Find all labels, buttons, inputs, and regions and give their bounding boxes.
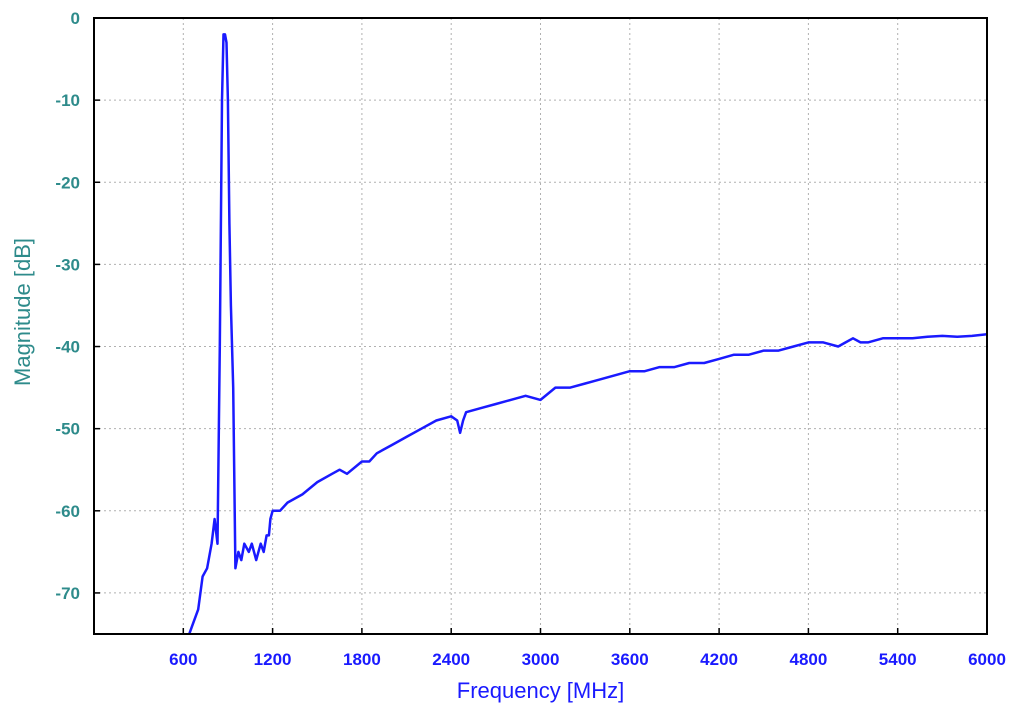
- grid-lines: [94, 18, 987, 634]
- x-tick-label: 1200: [254, 650, 292, 669]
- y-axis-ticks: 0 -10 -20 -30 -40 -50 -60 -70: [55, 9, 100, 603]
- x-tick-label: 1800: [343, 650, 381, 669]
- x-tick-label: 4200: [700, 650, 738, 669]
- x-tick-label: 4800: [789, 650, 827, 669]
- x-tick-label: 6000: [968, 650, 1006, 669]
- series-group: [187, 33, 987, 634]
- y-tick-label: 0: [71, 9, 80, 28]
- y-tick-label: -10: [55, 91, 80, 110]
- x-axis-ticks: 600 1200 1800 2400 3000 3600 4200 4800 5400 6000: [169, 628, 1006, 669]
- y-tick-label: -40: [55, 338, 80, 357]
- y-tick-label: -30: [55, 255, 80, 274]
- y-tick-label: -50: [55, 420, 80, 439]
- x-tick-label: 3000: [522, 650, 560, 669]
- x-tick-label: 5400: [879, 650, 917, 669]
- x-tick-label: 600: [169, 650, 197, 669]
- x-tick-label: 3600: [611, 650, 649, 669]
- y-axis-label: Magnitude [dB]: [10, 238, 35, 386]
- x-axis-label: Frequency [MHz]: [457, 678, 625, 703]
- y-tick-label: -60: [55, 502, 80, 521]
- y-tick-label: -70: [55, 584, 80, 603]
- x-tick-label: 2400: [432, 650, 470, 669]
- y-tick-label: -20: [55, 173, 80, 192]
- series-line-0: [187, 33, 987, 634]
